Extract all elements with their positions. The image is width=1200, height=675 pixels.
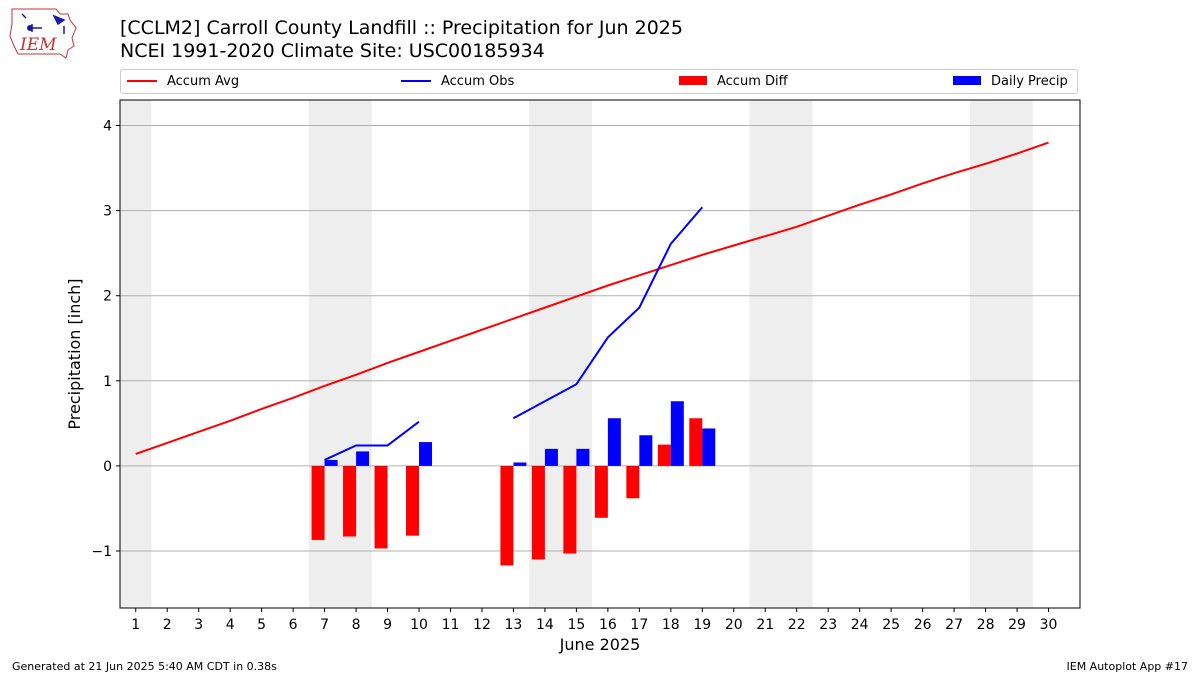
chart-legend: Accum Avg Accum Obs Accum Diff Daily Pre… [120, 69, 1078, 94]
x-tick-label: 5 [257, 617, 266, 633]
daily-precip-bar [513, 462, 527, 466]
x-tick-label: 28 [977, 617, 995, 633]
legend-accum-obs: Accum Obs [401, 73, 514, 91]
generated-note: Generated at 21 Jun 2025 5:40 AM CDT in … [12, 660, 277, 673]
x-tick-label: 20 [725, 617, 743, 633]
x-tick-label: 26 [914, 617, 932, 633]
legend-swatch-avg [127, 79, 157, 82]
accum-diff-bar [563, 465, 577, 554]
daily-precip-bar [670, 401, 684, 466]
accum-diff-bar [657, 444, 671, 466]
x-tick-label: 27 [945, 617, 963, 633]
legend-label-diff: Accum Diff [717, 74, 788, 89]
y-tick-label: 1 [103, 374, 112, 390]
y-tick-label: 4 [103, 119, 112, 135]
x-tick-label: 4 [226, 617, 235, 633]
daily-precip-bar [607, 418, 621, 466]
daily-precip-bar [544, 448, 558, 466]
accum-diff-bar [406, 465, 420, 536]
daily-precip-bar [639, 435, 653, 466]
weekend-shade [969, 100, 1033, 608]
x-tick-label: 1 [131, 617, 140, 633]
legend-label-obs: Accum Obs [441, 74, 515, 89]
accum-obs-line [512, 206, 704, 420]
iem-logo: IEM [9, 8, 77, 59]
app-note: IEM Autoplot App #17 [1066, 660, 1189, 673]
accum-avg-line [135, 141, 1049, 455]
daily-precip-bar [702, 428, 716, 466]
accum-diff-bar [500, 465, 514, 566]
x-tick-label: 25 [882, 617, 900, 633]
x-tick-label: 14 [536, 617, 554, 633]
legend-swatch-obs [401, 79, 431, 82]
x-tick-label: 2 [163, 617, 172, 633]
daily-precip-bar [419, 442, 433, 466]
daily-precip-bar [324, 459, 338, 466]
x-tick-label: 8 [352, 617, 361, 633]
accum-diff-bar [343, 465, 357, 537]
x-tick-label: 7 [320, 617, 329, 633]
x-tick-label: 22 [788, 617, 806, 633]
legend-accum-diff: Accum Diff [679, 73, 788, 91]
x-tick-label: 23 [819, 617, 837, 633]
x-tick-label: 30 [1040, 617, 1058, 633]
x-tick-label: 21 [756, 617, 774, 633]
x-tick-label: 3 [194, 617, 203, 633]
legend-label-daily: Daily Precip [991, 74, 1068, 89]
x-tick-label: 15 [567, 617, 585, 633]
weekend-shade [749, 100, 813, 608]
y-tick-label: −1 [91, 544, 112, 560]
x-tick-label: 11 [442, 617, 460, 633]
daily-precip-bar [576, 448, 590, 466]
daily-precip-bar [356, 451, 370, 466]
x-tick-label: 16 [599, 617, 617, 633]
x-tick-label: 6 [289, 617, 298, 633]
legend-swatch-daily [953, 76, 981, 85]
x-tick-label: 17 [630, 617, 648, 633]
legend-daily-precip: Daily Precip [953, 73, 1068, 91]
x-tick-label: 19 [693, 617, 711, 633]
accum-diff-bar [311, 465, 325, 540]
y-tick-label: 2 [103, 289, 112, 305]
y-tick-label: 3 [103, 204, 112, 220]
chart-title: [CCLM2] Carroll County Landfill :: Preci… [120, 17, 683, 39]
x-tick-label: 12 [473, 617, 491, 633]
y-axis-label: Precipitation [inch] [65, 278, 84, 429]
plot-frame [119, 99, 1081, 609]
x-tick-label: 18 [662, 617, 680, 633]
x-axis-label: June 2025 [559, 635, 641, 654]
accum-diff-bar [594, 465, 608, 518]
y-tick-label: 0 [103, 459, 112, 475]
accum-diff-bar [689, 418, 703, 466]
legend-accum-avg: Accum Avg [127, 73, 239, 91]
x-tick-label: 13 [505, 617, 523, 633]
accum-diff-bar [374, 465, 388, 549]
x-tick-label: 29 [1008, 617, 1026, 633]
chart-subtitle: NCEI 1991-2020 Climate Site: USC00185934 [120, 40, 545, 62]
x-tick-label: 24 [851, 617, 869, 633]
accum-diff-bar [626, 465, 640, 499]
x-tick-label: 9 [383, 617, 392, 633]
logo-text: IEM [19, 35, 57, 55]
x-tick-label: 10 [410, 617, 428, 633]
legend-swatch-diff [679, 76, 707, 85]
legend-label-avg: Accum Avg [167, 74, 240, 89]
weekend-shade [120, 100, 152, 608]
accum-diff-bar [531, 465, 545, 560]
accum-obs-line [324, 420, 420, 461]
